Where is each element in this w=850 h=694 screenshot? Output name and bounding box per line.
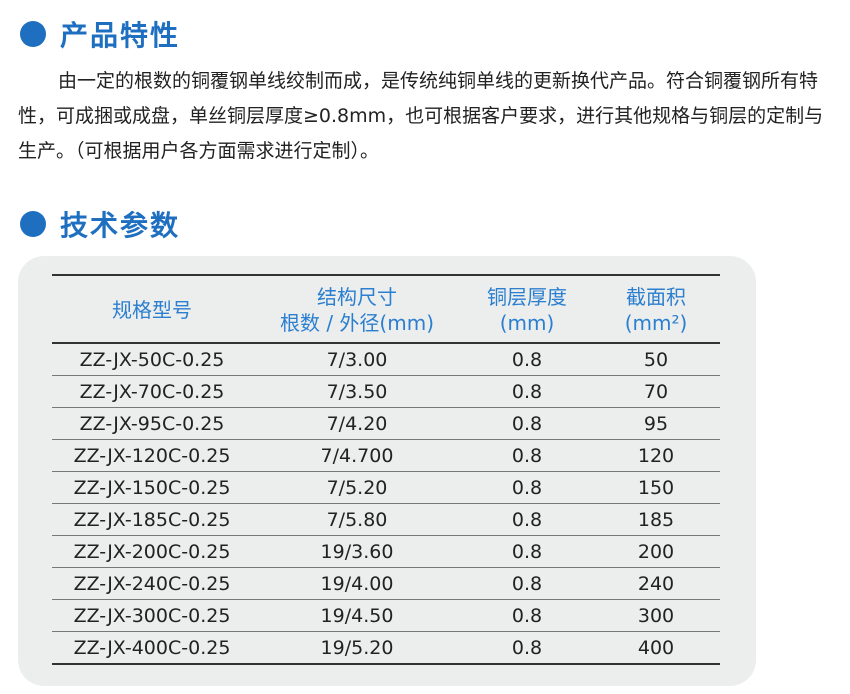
cell-model: ZZ-JX-120C-0.25 (52, 439, 252, 472)
table-row: ZZ-JX-400C-0.25 19/5.20 0.8 400 (52, 631, 720, 665)
header-cross-section: 截面积 (mm²) (592, 274, 720, 344)
cell-thickness: 0.8 (462, 471, 592, 504)
table-row: ZZ-JX-300C-0.25 19/4.50 0.8 300 (52, 599, 720, 632)
table-row: ZZ-JX-70C-0.25 7/3.50 0.8 70 (52, 375, 720, 408)
cell-area: 70 (592, 375, 720, 408)
header-copper-thickness: 铜层厚度 (mm) (462, 274, 592, 344)
table-row: ZZ-JX-200C-0.25 19/3.60 0.8 200 (52, 535, 720, 568)
section-title-features: 产品特性 (60, 19, 181, 52)
table-row: ZZ-JX-185C-0.25 7/5.80 0.8 185 (52, 503, 720, 536)
cell-structure: 19/5.20 (252, 631, 462, 665)
cell-area: 240 (592, 567, 720, 600)
cell-model: ZZ-JX-50C-0.25 (52, 343, 252, 376)
cell-area: 120 (592, 439, 720, 472)
cell-thickness: 0.8 (462, 407, 592, 440)
cell-thickness: 0.8 (462, 631, 592, 665)
header-thickness-label: 铜层厚度 (487, 285, 567, 309)
cell-area: 200 (592, 535, 720, 568)
header-model-label: 规格型号 (112, 298, 192, 322)
header-thickness-unit: (mm) (499, 311, 555, 335)
cell-model: ZZ-JX-95C-0.25 (52, 407, 252, 440)
section-header-features: 产品特性 (20, 14, 180, 54)
spec-table: 规格型号 结构尺寸 根数 / 外径(mm) 铜层厚度 (mm) 截面积 (mm²… (52, 274, 720, 665)
cell-area: 300 (592, 599, 720, 632)
product-description: 由一定的根数的铜覆钢单线绞制而成，是传统纯铜单线的更新换代产品。符合铜覆钢所有特… (18, 70, 824, 162)
cell-thickness: 0.8 (462, 503, 592, 536)
table-row: ZZ-JX-50C-0.25 7/3.00 0.8 50 (52, 343, 720, 376)
cell-structure: 7/5.80 (252, 503, 462, 536)
table-header-row: 规格型号 结构尺寸 根数 / 外径(mm) 铜层厚度 (mm) 截面积 (mm²… (52, 274, 720, 344)
cell-structure: 19/4.00 (252, 567, 462, 600)
cell-structure: 19/3.60 (252, 535, 462, 568)
cell-model: ZZ-JX-400C-0.25 (52, 631, 252, 665)
header-structure-label: 结构尺寸 (317, 285, 397, 309)
blue-dot-icon (20, 21, 46, 47)
section-header-specs: 技术参数 (20, 204, 180, 244)
cell-thickness: 0.8 (462, 439, 592, 472)
cell-thickness: 0.8 (462, 535, 592, 568)
cell-thickness: 0.8 (462, 599, 592, 632)
header-structure-unit: 根数 / 外径(mm) (279, 311, 435, 335)
cell-structure: 7/3.00 (252, 343, 462, 376)
cell-model: ZZ-JX-300C-0.25 (52, 599, 252, 632)
cell-structure: 19/4.50 (252, 599, 462, 632)
cell-area: 150 (592, 471, 720, 504)
cell-area: 95 (592, 407, 720, 440)
cell-area: 400 (592, 631, 720, 665)
header-section-label: 截面积 (626, 285, 686, 309)
table-row: ZZ-JX-150C-0.25 7/5.20 0.8 150 (52, 471, 720, 504)
cell-structure: 7/4.700 (252, 439, 462, 472)
cell-model: ZZ-JX-185C-0.25 (52, 503, 252, 536)
cell-thickness: 0.8 (462, 375, 592, 408)
table-row: ZZ-JX-95C-0.25 7/4.20 0.8 95 (52, 407, 720, 440)
blue-dot-icon (20, 211, 46, 237)
cell-structure: 7/5.20 (252, 471, 462, 504)
header-model: 规格型号 (52, 274, 252, 344)
section-title-specs: 技术参数 (60, 209, 181, 242)
cell-model: ZZ-JX-150C-0.25 (52, 471, 252, 504)
cell-thickness: 0.8 (462, 567, 592, 600)
cell-model: ZZ-JX-240C-0.25 (52, 567, 252, 600)
cell-structure: 7/3.50 (252, 375, 462, 408)
cell-area: 185 (592, 503, 720, 536)
header-structure: 结构尺寸 根数 / 外径(mm) (252, 274, 462, 344)
cell-thickness: 0.8 (462, 343, 592, 376)
cell-model: ZZ-JX-200C-0.25 (52, 535, 252, 568)
table-row: ZZ-JX-240C-0.25 19/4.00 0.8 240 (52, 567, 720, 600)
table-row: ZZ-JX-120C-0.25 7/4.700 0.8 120 (52, 439, 720, 472)
cell-area: 50 (592, 343, 720, 376)
header-section-unit: (mm²) (624, 311, 688, 335)
cell-model: ZZ-JX-70C-0.25 (52, 375, 252, 408)
cell-structure: 7/4.20 (252, 407, 462, 440)
